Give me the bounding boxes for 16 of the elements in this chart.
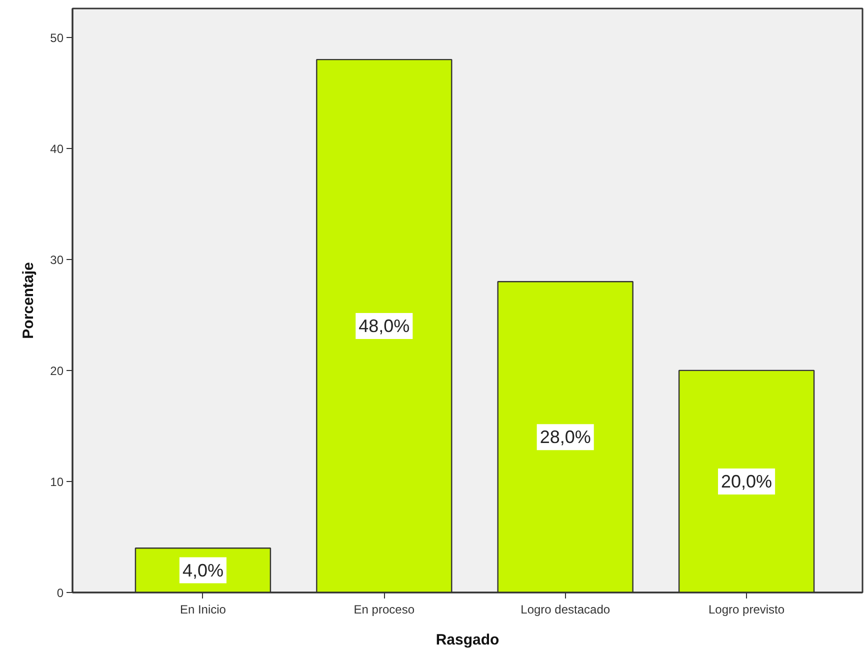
data-label: 48,0% (358, 316, 410, 336)
x-tick-label: En Inicio (180, 602, 226, 616)
y-tick-label: 40 (50, 142, 64, 156)
y-tick-label: 20 (50, 364, 64, 378)
y-axis-title: Porcentaje (20, 262, 38, 339)
y-tick-label: 30 (50, 252, 64, 267)
data-label: 4,0% (182, 560, 224, 580)
x-tick-label: Logro previsto (708, 602, 785, 616)
y-tick-label: 0 (56, 586, 64, 600)
data-label: 20,0% (721, 471, 772, 492)
y-tick-label: 50 (50, 30, 64, 45)
x-axis-title: Rasgado (436, 632, 500, 648)
x-tick-label: Logro destacado (520, 602, 610, 616)
x-tick-label: En proceso (354, 602, 415, 616)
data-label: 28,0% (540, 427, 591, 448)
y-tick-label: 10 (50, 474, 64, 489)
